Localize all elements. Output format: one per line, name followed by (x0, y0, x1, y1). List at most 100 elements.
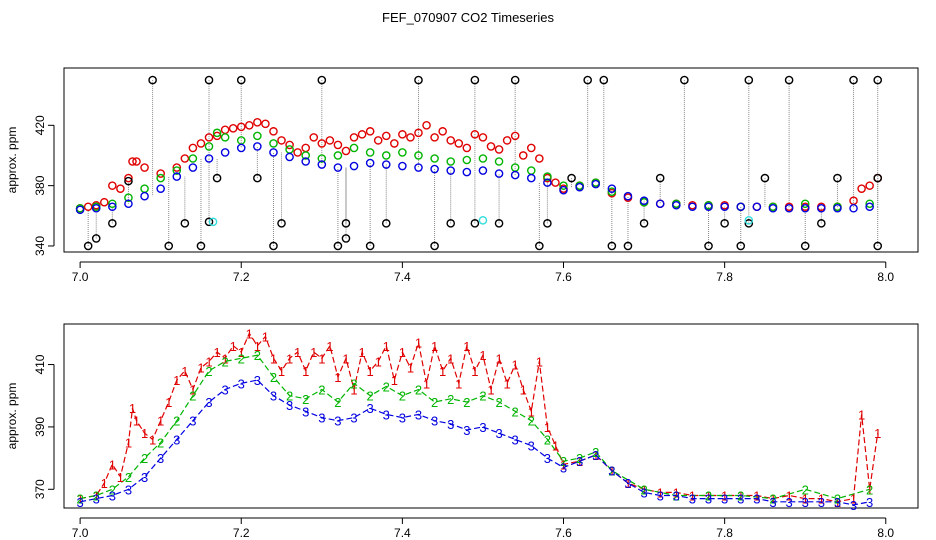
series-1-marker: 1 (213, 345, 220, 360)
black-point (720, 219, 729, 228)
green-point (462, 155, 472, 165)
blue-point (430, 164, 439, 174)
red-point (236, 122, 246, 132)
red-point (494, 145, 504, 154)
green-point (543, 172, 552, 181)
series-3-marker: 3 (479, 420, 486, 435)
series-3-marker: 3 (769, 495, 776, 510)
series-3-marker: 3 (141, 470, 148, 485)
series-1-marker: 1 (141, 426, 148, 441)
green-point (365, 148, 375, 157)
series-1-marker: 1 (528, 404, 535, 419)
series-2-marker: 2 (238, 351, 245, 366)
series-1-marker: 1 (552, 439, 559, 454)
red-point (865, 181, 874, 190)
series-3-marker: 3 (802, 495, 809, 510)
series-1-marker: 1 (334, 370, 341, 385)
series-3-marker: 3 (157, 451, 164, 466)
blue-point (784, 203, 794, 213)
blue-point (478, 166, 488, 175)
series-1-marker: 1 (165, 395, 172, 410)
red-point (406, 133, 415, 142)
black-point (800, 241, 810, 251)
black-point (317, 75, 327, 85)
series-2-marker: 2 (318, 382, 325, 397)
blue-point (108, 202, 117, 212)
red-point (535, 154, 544, 163)
blue-point (462, 167, 472, 177)
series-2-marker: 2 (673, 489, 680, 504)
series-1-marker: 1 (109, 457, 116, 472)
series-2-marker: 2 (463, 395, 470, 410)
green-point (494, 157, 504, 166)
x-tick-label: 7.4 (394, 270, 411, 284)
cyan-point (478, 216, 488, 225)
blue-point (494, 169, 504, 178)
green-point (430, 154, 439, 163)
series-1-marker: 1 (495, 351, 502, 366)
series-1-marker: 1 (415, 336, 422, 351)
series-3-marker: 3 (818, 495, 825, 510)
series-3-marker: 3 (76, 495, 83, 510)
series-2-marker: 2 (737, 489, 744, 504)
blue-point (510, 170, 520, 180)
red-point (132, 157, 141, 166)
blue-point (720, 202, 729, 212)
series-1-marker: 1 (278, 364, 285, 379)
red-point (196, 139, 206, 148)
series-3-marker: 3 (302, 404, 309, 419)
black-point (277, 219, 286, 228)
blue-point (655, 199, 665, 209)
y-tick-label: 410 (33, 354, 47, 374)
series-2-marker: 2 (334, 395, 341, 410)
black-point (543, 219, 552, 228)
red-point (124, 173, 133, 183)
black-point (414, 75, 423, 85)
plot-frame (63, 67, 919, 253)
x-tick-label: 7.6 (555, 526, 572, 540)
series-1-marker: 1 (238, 345, 245, 360)
series-2-marker: 2 (383, 379, 390, 394)
green-point (607, 187, 617, 196)
red-point (245, 121, 254, 130)
series-2-line (79, 354, 870, 500)
black-point (204, 217, 214, 227)
series-1-marker: 1 (149, 432, 156, 447)
y-tick-label: 390 (33, 417, 47, 437)
red-point (438, 127, 447, 136)
red-point (333, 140, 343, 150)
series-1-marker: 1 (463, 339, 470, 354)
blue-point (623, 191, 633, 201)
green-point (333, 151, 343, 160)
red-point (390, 139, 399, 148)
series-1-marker: 1 (874, 426, 881, 441)
green-point (220, 133, 230, 142)
series-1-marker: 1 (399, 345, 406, 360)
series-1-marker: 1 (503, 376, 510, 391)
series-3-marker: 3 (624, 476, 631, 491)
series-2-marker: 2 (157, 436, 164, 451)
cyan-point (744, 216, 754, 225)
red-point (269, 127, 278, 136)
series-1-marker: 1 (624, 476, 631, 491)
series-2-marker: 2 (93, 489, 100, 504)
blue-point (639, 196, 649, 206)
series-1-marker: 1 (479, 348, 486, 363)
green-point (212, 128, 222, 138)
blue-point (833, 203, 842, 213)
green-point (269, 139, 278, 148)
series-1-marker: 1 (737, 489, 744, 504)
blue-point (543, 178, 552, 187)
series-1-marker: 1 (125, 436, 132, 451)
series-1-marker: 1 (93, 489, 100, 504)
green-point (285, 145, 294, 154)
green-point (108, 199, 117, 209)
series-2-marker: 2 (640, 482, 647, 497)
red-point (365, 127, 375, 136)
series-1-marker: 1 (129, 401, 136, 416)
series-3-marker: 3 (737, 492, 744, 507)
series-3-marker: 3 (705, 492, 712, 507)
blue-point (269, 148, 278, 157)
series-1-marker: 1 (802, 492, 809, 507)
series-3-marker: 3 (753, 492, 760, 507)
